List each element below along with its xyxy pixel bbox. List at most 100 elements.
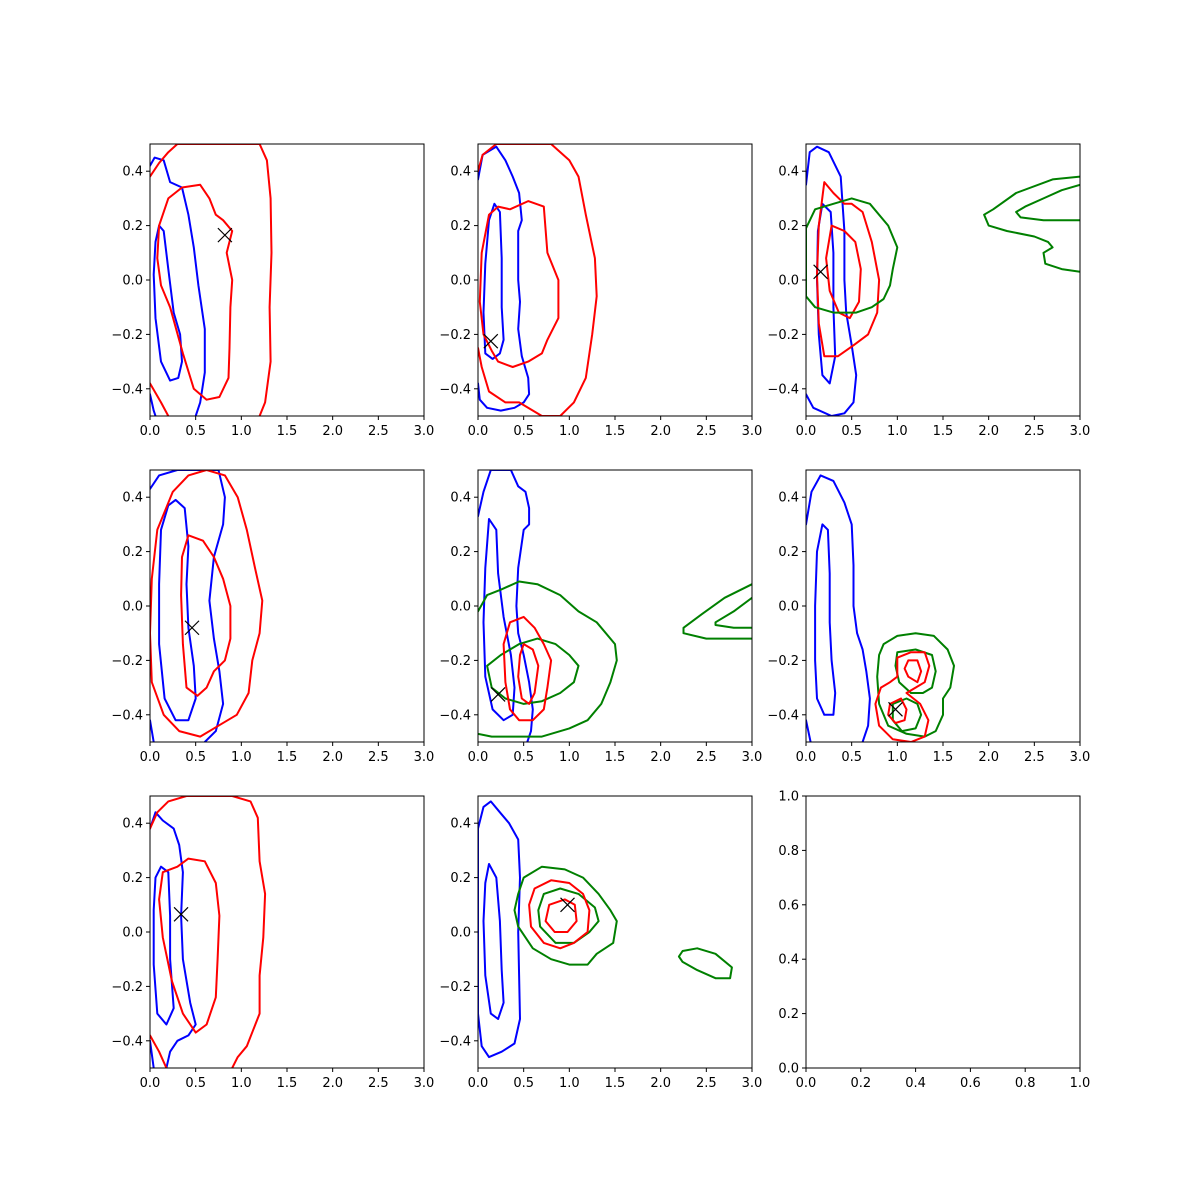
- y-tick-label: 0.4: [778, 491, 799, 506]
- y-tick-label: 0.4: [778, 953, 799, 968]
- x-tick-label: 3.0: [414, 750, 435, 765]
- y-tick-label: 1.0: [778, 790, 799, 805]
- x-tick-label: 2.0: [650, 424, 671, 439]
- x-tick-label: 1.0: [887, 424, 908, 439]
- y-tick-label: −0.4: [111, 382, 143, 397]
- contour-line-red-5: [156, 183, 234, 401]
- y-tick-label: −0.4: [439, 708, 471, 723]
- contour-line-red-4: [528, 879, 591, 950]
- contour-group: [150, 470, 264, 742]
- x-tick-label: 0.5: [185, 424, 206, 439]
- y-tick-label: 0.4: [122, 491, 143, 506]
- x-tick-label: 0.0: [468, 424, 489, 439]
- x-tick-label: 0.5: [185, 1076, 206, 1091]
- y-tick-label: 0.4: [122, 165, 143, 180]
- y-tick-label: 0.4: [450, 165, 471, 180]
- axes-frame: [149, 469, 425, 743]
- y-tick-label: −0.2: [767, 654, 799, 669]
- y-tick-label: 0.2: [778, 1007, 799, 1022]
- x-tick-label: 1.0: [887, 750, 908, 765]
- chart-panel-row2-col3: 0.0 0.5 1.0 1.5 2.0 2.5 3.0 −0.4 −0.2 0.0 0.2 0.4: [767, 469, 1090, 765]
- contour-line-red-8: [887, 697, 908, 724]
- x-marker: [560, 897, 575, 913]
- x-marker: [490, 686, 506, 702]
- contour-line-blue-0: [478, 800, 521, 1059]
- contour-group: [806, 145, 1080, 416]
- x-tick-label: 3.0: [742, 1076, 763, 1091]
- x-tick-label: 1.0: [559, 424, 580, 439]
- x-tick-label: 3.0: [742, 750, 763, 765]
- x-tick-label: 1.5: [605, 1076, 626, 1091]
- x-tick-label: 3.0: [742, 424, 763, 439]
- contour-line-green-7: [714, 596, 752, 629]
- x-tick-label: 0.0: [468, 1076, 489, 1091]
- chart-panel-row1-col1: 0.0 0.5 1.0 1.5 2.0 2.5 3.0 −0.4 −0.2 0.0 0.2 0.4: [111, 143, 435, 439]
- y-tick-label: −0.4: [111, 1034, 143, 1049]
- contour-line-blue-0: [478, 470, 534, 742]
- contour-group: [150, 144, 273, 416]
- contour-line-blue-0: [150, 811, 197, 1068]
- contour-line-blue-2: [152, 224, 183, 382]
- x-tick-label: 1.5: [933, 750, 954, 765]
- x-tick-label: 0.0: [468, 750, 489, 765]
- x-tick-label: 1.5: [277, 750, 298, 765]
- x-tick-label: 3.0: [414, 424, 435, 439]
- contour-line-blue-0: [150, 470, 226, 742]
- x-tick-label: 2.5: [368, 1076, 389, 1091]
- contour-line-blue-1: [150, 393, 157, 416]
- contour-line-red-7: [903, 659, 923, 684]
- y-tick-label: 0.0: [778, 1062, 799, 1077]
- contour-line-blue-1: [150, 1039, 155, 1068]
- y-tick-label: 0.0: [450, 274, 471, 289]
- contour-line-red-3: [825, 224, 862, 320]
- x-tick-label: 0.6: [960, 1076, 981, 1091]
- y-tick-label: 0.0: [122, 600, 143, 615]
- contour-line-red-4: [150, 382, 170, 416]
- x-tick-label: 2.5: [696, 424, 717, 439]
- chart-panel-row3-col3: 0.0 0.2 0.4 0.6 0.8 1.0 0.0 0.2 0.4 0.6 0.8 1.0: [778, 790, 1090, 1092]
- x-tick-label: 0.0: [796, 750, 817, 765]
- x-tick-label: 1.0: [1070, 1076, 1091, 1091]
- x-tick-label: 1.5: [605, 424, 626, 439]
- contour-line-red-4: [150, 1034, 168, 1068]
- x-marker: [217, 227, 233, 243]
- y-tick-label: 0.0: [122, 274, 143, 289]
- contour-line-green-5: [983, 175, 1080, 273]
- x-tick-label: 0.5: [841, 750, 862, 765]
- contour-line-blue-0: [806, 474, 871, 742]
- x-marker: [173, 906, 189, 922]
- axes-frame: [805, 795, 1081, 1069]
- chart-panel-row1-col3: 0.0 0.5 1.0 1.5 2.0 2.5 3.0 −0.4 −0.2 0.0 0.2 0.4: [767, 143, 1090, 439]
- x-tick-label: 2.0: [978, 750, 999, 765]
- y-tick-label: 0.4: [450, 817, 471, 832]
- x-marker-stroke: [813, 264, 829, 280]
- x-tick-label: 0.2: [850, 1076, 871, 1091]
- y-tick-label: 0.0: [450, 600, 471, 615]
- y-tick-label: 0.2: [450, 219, 471, 234]
- contour-line-green-6: [682, 583, 752, 640]
- contour-line-red-2: [816, 181, 881, 358]
- y-tick-label: 0.2: [778, 219, 799, 234]
- x-marker: [813, 264, 829, 280]
- x-tick-label: 1.0: [231, 1076, 252, 1091]
- y-tick-label: −0.4: [439, 382, 471, 397]
- x-tick-label: 0.5: [513, 1076, 534, 1091]
- y-tick-label: 0.2: [450, 545, 471, 560]
- x-tick-label: 1.0: [231, 750, 252, 765]
- chart-panel-row2-col1: 0.0 0.5 1.0 1.5 2.0 2.5 3.0 −0.4 −0.2 0.0 0.2 0.4: [111, 469, 435, 765]
- x-marker: [888, 701, 903, 717]
- y-tick-label: −0.2: [439, 980, 471, 995]
- y-tick-label: 0.4: [122, 817, 143, 832]
- y-tick-label: 0.2: [450, 871, 471, 886]
- contour-line-green-2: [513, 865, 618, 966]
- contour-line-blue-1: [482, 202, 505, 360]
- x-tick-label: 0.5: [841, 424, 862, 439]
- contour-line-green-6: [1015, 183, 1080, 222]
- contour-line-red-4: [180, 534, 232, 697]
- x-tick-label: 3.0: [414, 1076, 435, 1091]
- x-tick-label: 0.5: [513, 424, 534, 439]
- y-tick-label: −0.4: [439, 1034, 471, 1049]
- y-tick-label: 0.4: [778, 165, 799, 180]
- x-marker-stroke: [560, 897, 575, 913]
